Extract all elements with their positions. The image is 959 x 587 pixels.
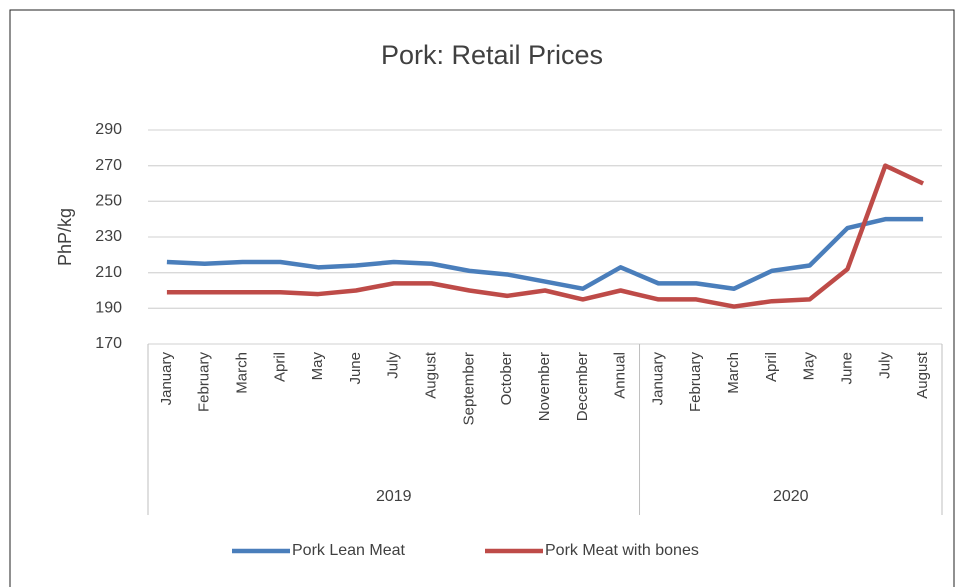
y-tick-label: 270 [95,157,122,174]
group-label: 2019 [376,488,412,505]
y-tick-label: 170 [95,335,122,352]
x-tick-label: May [801,352,818,381]
legend-label: Pork Lean Meat [292,542,406,559]
group-label: 2020 [773,488,809,505]
x-tick-label: July [876,352,893,379]
x-tick-label: June [838,352,855,385]
y-tick-label: 250 [95,193,122,210]
x-tick-label: May [309,352,326,381]
x-tick-label: January [158,352,175,406]
y-tick-label: 210 [95,264,122,281]
x-tick-label: August [423,351,440,399]
y-tick-label: 290 [95,121,122,138]
x-tick-label: February [196,352,213,413]
x-tick-label: April [763,352,780,382]
x-tick-label: August [914,351,931,399]
series-line [166,163,925,309]
x-tick-label: July [385,352,402,379]
x-tick-label: Annual [612,352,629,399]
y-axis-label: PhP/kg [55,208,75,266]
x-tick-label: January [649,352,666,406]
legend-label: Pork Meat with bones [545,542,699,559]
chart-title: Pork: Retail Prices [381,40,603,70]
x-tick-label: March [233,352,250,394]
x-tick-label: November [536,352,553,421]
x-tick-label: February [687,352,704,413]
x-tick-label: September [460,352,477,425]
x-tick-label: April [271,352,288,382]
x-tick-label: December [574,352,591,421]
x-tick-label: June [347,352,364,385]
series-line [166,216,924,291]
x-tick-label: October [498,352,515,405]
y-tick-label: 230 [95,228,122,245]
y-tick-label: 190 [95,300,122,317]
x-tick-label: March [725,352,742,394]
